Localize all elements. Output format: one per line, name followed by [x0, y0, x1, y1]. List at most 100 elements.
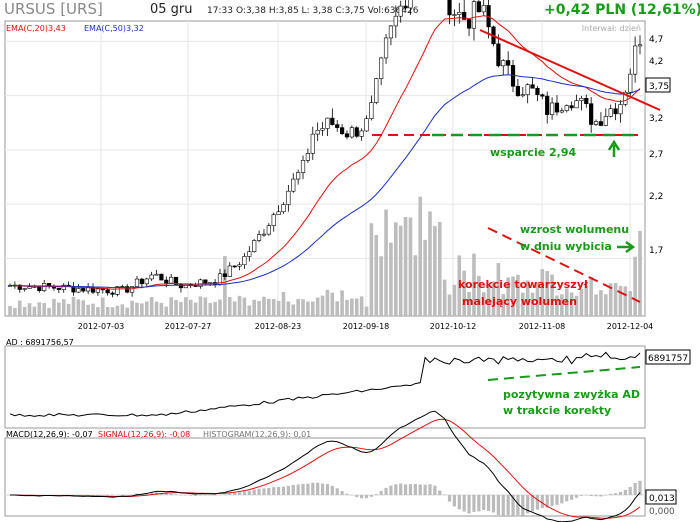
histogram-bar: [457, 495, 461, 510]
volume-bar: [232, 301, 237, 316]
histogram-bar: [623, 489, 627, 495]
histogram-bar: [511, 495, 515, 517]
volume-bar: [472, 253, 476, 316]
correction-annotation-2: malejący wolumen: [462, 295, 577, 308]
candle-body: [252, 240, 257, 252]
header-date: 05 gru: [150, 2, 193, 17]
histogram-bar: [487, 495, 491, 511]
histogram-bar: [169, 493, 173, 495]
histogram-bar: [604, 495, 608, 496]
volume-bar: [389, 242, 393, 316]
grid: [5, 21, 645, 316]
volume-bar: [66, 303, 71, 316]
candle-body: [608, 108, 613, 117]
histogram-bar: [81, 495, 85, 496]
histogram-bar: [320, 483, 325, 495]
volume-bar: [237, 295, 242, 316]
volume-bar: [354, 298, 359, 316]
volume-bar: [564, 288, 569, 316]
volume-bar: [511, 276, 515, 316]
candle-body: [159, 273, 164, 281]
histogram-bar: [296, 484, 300, 495]
volume-bar: [608, 283, 613, 316]
volume-bar: [120, 304, 125, 316]
histogram-bar: [394, 484, 398, 495]
histogram-bar: [482, 495, 486, 511]
volume-bar: [403, 216, 408, 316]
candle-body: [364, 118, 369, 132]
price-tick: 4,2: [649, 57, 663, 67]
ad-line: [9, 351, 641, 417]
histogram-bar: [101, 495, 105, 496]
candle-body: [237, 264, 242, 267]
ema-lines: [9, 15, 641, 290]
candle-body: [256, 234, 262, 241]
volume-bar: [57, 302, 61, 316]
candle-body: [17, 284, 22, 290]
volume-bar: [8, 306, 12, 316]
date-tick: 2012-07-03: [78, 322, 125, 331]
date-tick: 2012-07-27: [165, 322, 212, 331]
histogram-bar: [526, 495, 530, 514]
volume-bar: [37, 302, 42, 316]
candle-body: [100, 288, 105, 291]
volume-bar: [227, 297, 232, 316]
histogram-bar: [306, 483, 310, 495]
candle-body: [344, 133, 350, 138]
histogram-bar: [193, 495, 198, 496]
candle-body: [81, 288, 86, 292]
histogram-bar: [115, 495, 120, 496]
histogram-bar: [521, 495, 525, 516]
volume-bar: [345, 299, 349, 316]
candles: [7, 0, 643, 298]
histogram-bar: [418, 484, 422, 495]
histogram-bar: [325, 484, 330, 495]
histogram-bar: [267, 487, 271, 495]
macd-last-value: 0,013: [649, 494, 675, 504]
histogram-bar: [501, 495, 505, 516]
ema20-legend: EMA(C,20)3,43: [6, 24, 66, 33]
histogram-bar: [506, 495, 510, 516]
candle-body: [403, 5, 408, 9]
histogram-bar: [330, 485, 334, 495]
candle-body: [476, 1, 481, 13]
volume-bar: [198, 296, 203, 316]
candle-body: [383, 37, 389, 59]
candle-body: [291, 178, 296, 192]
ad-panel-frame: [4, 345, 646, 429]
histogram-bar: [106, 495, 110, 496]
ad-last-value: 6891757: [648, 354, 688, 364]
histogram-bar: [638, 480, 642, 495]
histogram-bar: [233, 492, 237, 495]
histogram-bar: [179, 495, 183, 496]
volume-bar: [437, 221, 442, 316]
candle-body: [335, 124, 340, 128]
candle-body: [232, 265, 237, 268]
histogram-bar: [223, 494, 227, 495]
volume-bar: [520, 292, 525, 316]
candle-body: [154, 273, 159, 276]
candle-body: [95, 288, 101, 293]
volume-bar: [540, 269, 545, 316]
candle-body: [569, 105, 574, 109]
histogram-bar: [570, 495, 574, 500]
ad-last-box: [645, 349, 691, 365]
candle-body: [310, 133, 315, 154]
candle-body: [325, 117, 330, 129]
candle-body: [598, 121, 604, 126]
volume-bar: [408, 217, 413, 316]
candle-body: [42, 283, 47, 291]
volume-bar: [154, 301, 159, 316]
volume-bar: [310, 301, 315, 316]
candle-body: [203, 279, 208, 284]
candle-body: [149, 274, 154, 280]
price-tick: 1,7: [649, 246, 663, 256]
volume-bar: [374, 235, 379, 316]
volume-bar: [91, 303, 95, 316]
main-panel-frame: [4, 20, 646, 317]
volume-bar: [320, 295, 325, 316]
candle-body: [164, 279, 169, 284]
header-change: +0,42 PLN (12,61%): [544, 2, 700, 18]
volume-bar: [100, 297, 105, 316]
